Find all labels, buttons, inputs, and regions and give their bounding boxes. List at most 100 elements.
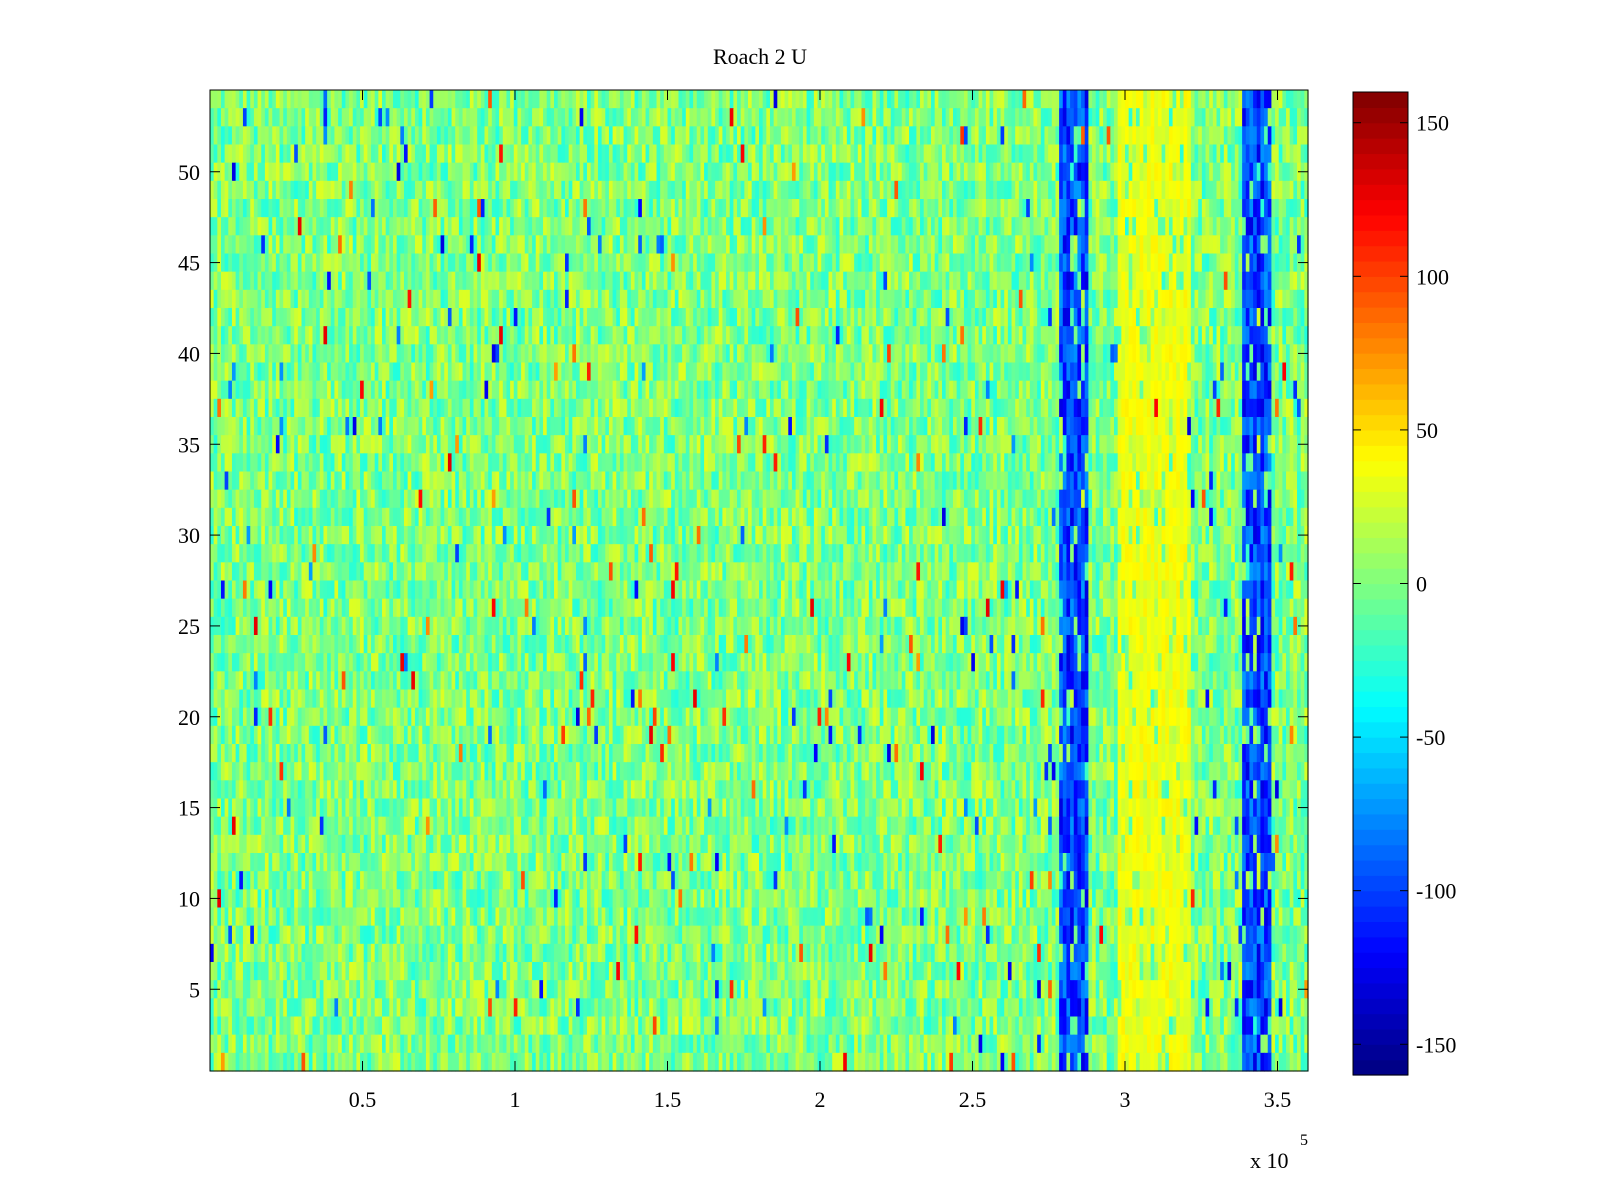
heatmap-cell [242, 253, 248, 273]
heatmap-cell [715, 235, 720, 255]
heatmap-cell [257, 362, 262, 382]
heatmap-cell [868, 344, 874, 364]
heatmap-cell [1033, 235, 1038, 255]
heatmap-cell [1157, 253, 1163, 273]
heatmap-cell [616, 180, 621, 200]
heatmap-cell [733, 253, 738, 273]
heatmap-cell [1114, 344, 1119, 364]
heatmap-cell [561, 90, 566, 109]
heatmap-cell [586, 180, 592, 200]
heatmap-cell [835, 180, 841, 200]
heatmap-cell [360, 108, 365, 127]
heatmap-cell [389, 289, 394, 309]
heatmap-cell [1026, 308, 1031, 327]
heatmap-cell [1286, 144, 1291, 164]
heatmap-cell [1234, 217, 1240, 236]
heatmap-cell [660, 199, 665, 218]
heatmap-cell [1128, 180, 1133, 200]
heatmap-cell [751, 380, 756, 400]
heatmap-cell [1000, 271, 1005, 291]
heatmap-cell [971, 362, 976, 382]
heatmap-cell [769, 271, 775, 291]
heatmap-cell [224, 180, 229, 200]
heatmap-cell [627, 380, 632, 400]
heatmap-cell [1004, 126, 1009, 146]
heatmap-cell [1000, 344, 1005, 364]
heatmap-cell [696, 344, 702, 364]
heatmap-cell [1081, 362, 1086, 382]
heatmap-cell [832, 271, 837, 291]
heatmap-cell [1062, 253, 1068, 273]
heatmap-cell [1092, 326, 1097, 345]
heatmap-cell [887, 308, 892, 327]
heatmap-cell [561, 217, 566, 236]
heatmap-cell [726, 344, 731, 364]
heatmap-cell [1249, 126, 1254, 146]
heatmap-cell [1282, 235, 1287, 255]
heatmap-cell [557, 289, 562, 309]
heatmap-cell [685, 217, 691, 236]
heatmap-cell [652, 217, 658, 236]
heatmap-cell [704, 380, 709, 400]
heatmap-cell [220, 144, 226, 164]
heatmap-cell [824, 253, 830, 273]
heatmap-cell [491, 344, 497, 364]
heatmap-cell [791, 271, 797, 291]
heatmap-cell [506, 217, 511, 236]
heatmap-cell [700, 217, 705, 236]
heatmap-cell [1289, 180, 1294, 200]
heatmap-cell [1004, 180, 1009, 200]
heatmap-cell [1165, 235, 1170, 255]
heatmap-cell [1297, 235, 1302, 255]
heatmap-cell [795, 235, 800, 255]
heatmap-cell [382, 380, 387, 400]
heatmap-cell [301, 180, 306, 200]
heatmap-cell [374, 108, 379, 127]
heatmap-cell [909, 344, 914, 364]
heatmap-cell [912, 199, 917, 218]
heatmap-cell [890, 162, 896, 182]
heatmap-cell [425, 326, 431, 345]
heatmap-cell [363, 126, 368, 146]
heatmap-cell [912, 326, 917, 345]
heatmap-cell [901, 90, 906, 109]
heatmap-cell [583, 90, 588, 109]
heatmap-cell [890, 199, 896, 218]
heatmap-cell [971, 289, 976, 309]
heatmap-cell [308, 126, 314, 146]
heatmap-cell [1095, 180, 1100, 200]
heatmap-cell [821, 180, 826, 200]
heatmap-cell [532, 344, 537, 364]
heatmap-cell [440, 380, 445, 400]
heatmap-cell [488, 380, 493, 400]
heatmap-cell [521, 380, 526, 400]
heatmap-cell [967, 199, 972, 218]
heatmap-cell [839, 90, 844, 109]
heatmap-cell [1117, 90, 1122, 109]
heatmap-cell [597, 326, 603, 345]
heatmap-cell [1084, 217, 1089, 236]
heatmap-cell [726, 180, 731, 200]
heatmap-cell [338, 235, 343, 255]
heatmap-cell [674, 362, 680, 382]
heatmap-cell [210, 108, 215, 127]
heatmap-cell [1081, 126, 1086, 146]
heatmap-cell [780, 344, 786, 364]
heatmap-cell [422, 289, 427, 309]
heatmap-cell [963, 253, 969, 273]
heatmap-cell [1106, 217, 1111, 236]
heatmap-cell [1300, 199, 1305, 218]
heatmap-cell [612, 271, 617, 291]
heatmap-cell [466, 217, 471, 236]
heatmap-cell [839, 289, 844, 309]
heatmap-cell [817, 126, 822, 146]
heatmap-cell [766, 199, 771, 218]
heatmap-cell [327, 144, 332, 164]
heatmap-cell [323, 217, 328, 236]
heatmap-cell [1051, 326, 1057, 345]
heatmap-cell [876, 162, 881, 182]
heatmap-cell [1121, 289, 1126, 309]
heatmap-cell [275, 253, 281, 273]
heatmap-cell [671, 271, 676, 291]
heatmap-cell [1099, 362, 1104, 382]
